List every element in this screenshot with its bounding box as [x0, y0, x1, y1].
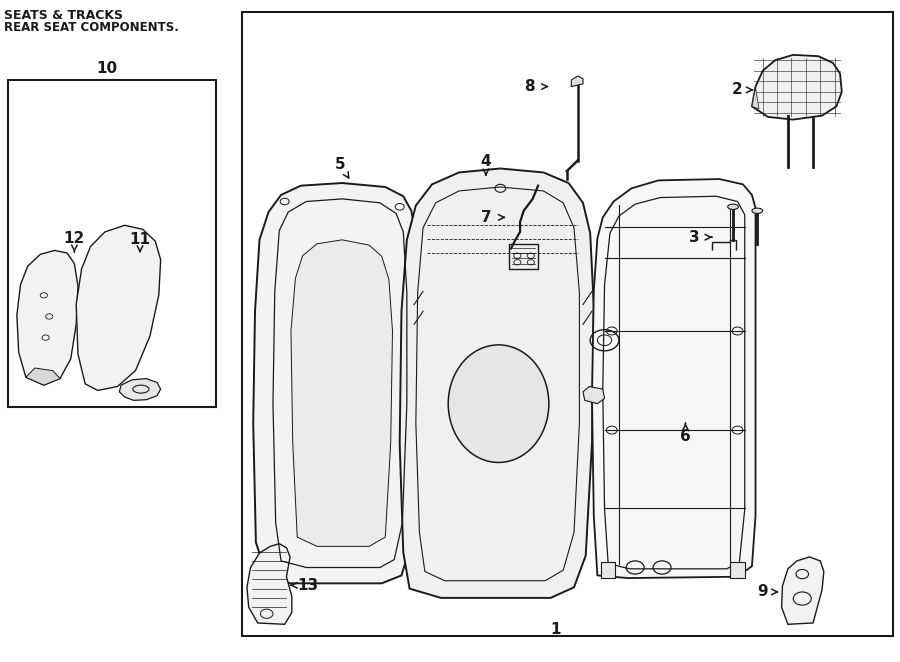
Text: 5: 5 [335, 157, 346, 172]
Text: 11: 11 [130, 232, 150, 248]
Polygon shape [583, 387, 605, 404]
Text: 1: 1 [551, 622, 562, 637]
Bar [8, 80, 216, 407]
Text: 9: 9 [758, 585, 768, 600]
Text: 10: 10 [96, 62, 117, 76]
Bar [241, 12, 893, 636]
Text: 12: 12 [64, 231, 85, 246]
Text: 8: 8 [524, 79, 535, 94]
Text: 2: 2 [733, 82, 742, 97]
Polygon shape [17, 250, 78, 385]
Polygon shape [26, 368, 60, 385]
Text: 3: 3 [689, 230, 699, 245]
Text: 13: 13 [298, 578, 319, 593]
Text: SEATS & TRACKS: SEATS & TRACKS [4, 9, 123, 22]
Polygon shape [752, 55, 842, 120]
Text: 4: 4 [481, 154, 491, 169]
Text: 6: 6 [680, 429, 691, 444]
Polygon shape [781, 557, 824, 624]
Polygon shape [400, 169, 594, 598]
Polygon shape [247, 544, 292, 624]
Polygon shape [572, 76, 583, 87]
Bar [601, 561, 616, 578]
Ellipse shape [728, 204, 739, 209]
Bar [731, 561, 744, 578]
Polygon shape [752, 88, 759, 109]
Bar [509, 244, 538, 269]
Text: 7: 7 [481, 210, 491, 225]
Text: REAR SEAT COMPONENTS.: REAR SEAT COMPONENTS. [4, 21, 179, 34]
Polygon shape [592, 179, 755, 578]
Ellipse shape [752, 208, 762, 213]
Ellipse shape [448, 345, 549, 463]
Polygon shape [253, 183, 418, 583]
Polygon shape [76, 225, 160, 391]
Polygon shape [120, 379, 160, 401]
Polygon shape [291, 240, 392, 546]
